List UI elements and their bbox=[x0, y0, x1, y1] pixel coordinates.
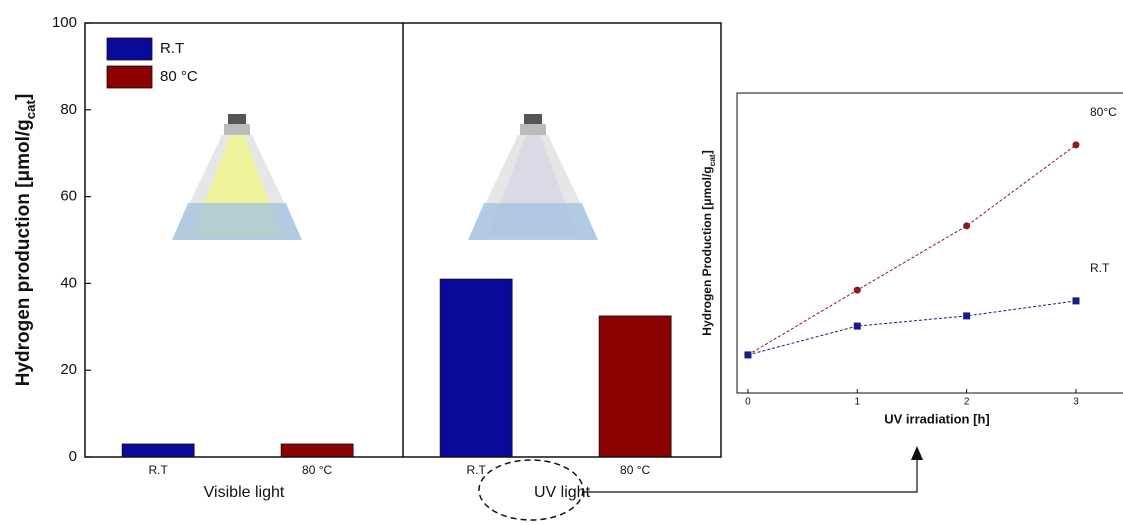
legend-swatch bbox=[106, 65, 153, 89]
legend-swatch bbox=[106, 37, 153, 61]
group-label: UV light bbox=[534, 484, 591, 501]
point bbox=[853, 286, 861, 294]
y-tick-label: 40 bbox=[60, 274, 77, 291]
plot-frame bbox=[84, 22, 722, 458]
y-axis-title-sub: cat bbox=[707, 154, 717, 166]
x-tick-label: 0 bbox=[745, 397, 751, 408]
bar bbox=[121, 443, 195, 458]
y-axis-title: Hydrogen production [μmol/gcat] bbox=[13, 94, 38, 387]
y-axis-title-part: Hydrogen Production [μmol/g bbox=[700, 166, 714, 335]
legend-label: 80 °C bbox=[160, 68, 198, 85]
y-axis-title-part: Hydrogen production [μmol/g bbox=[13, 119, 34, 386]
x-tick-label: 1 bbox=[855, 397, 861, 408]
plot-frame bbox=[736, 92, 1123, 394]
point bbox=[853, 322, 861, 330]
y-tick-label: 80 bbox=[60, 101, 77, 118]
point bbox=[744, 351, 752, 359]
x-tick-label: 2 bbox=[964, 397, 970, 408]
y-tick-label: 100 bbox=[52, 14, 77, 31]
point bbox=[1072, 297, 1080, 305]
point bbox=[963, 222, 971, 230]
series-line bbox=[747, 300, 1077, 356]
group-label: Visible light bbox=[204, 484, 285, 501]
bar bbox=[598, 315, 672, 458]
y-tick-label: 0 bbox=[69, 448, 77, 465]
y-axis-title-sub: cat bbox=[23, 99, 38, 119]
y-axis-title: Hydrogen Production [μmol/gcat] bbox=[700, 150, 717, 335]
legend-label: R.T bbox=[160, 40, 184, 57]
y-axis-title-part: ] bbox=[13, 94, 34, 100]
x-tick-label: R.T bbox=[148, 463, 168, 477]
x-tick-label: R.T bbox=[466, 463, 486, 477]
point bbox=[1072, 141, 1080, 149]
y-tick-label: 20 bbox=[60, 361, 77, 378]
y-axis-title-part: ] bbox=[700, 150, 714, 154]
series-label: 80°C bbox=[1090, 105, 1117, 119]
x-tick-label: 3 bbox=[1073, 397, 1079, 408]
series-label: R.T bbox=[1090, 261, 1110, 275]
x-tick-label: 80 °C bbox=[620, 463, 650, 477]
series-line bbox=[747, 144, 1077, 356]
point bbox=[963, 312, 971, 320]
bar bbox=[280, 443, 354, 458]
lamp-uv bbox=[468, 114, 598, 240]
y-tick-label: 60 bbox=[60, 188, 77, 205]
lamp-visible bbox=[172, 114, 302, 240]
connector bbox=[478, 446, 923, 521]
x-axis-title: UV irradiation [h] bbox=[884, 411, 989, 426]
bar bbox=[439, 278, 513, 458]
x-tick-label: 80 °C bbox=[302, 463, 332, 477]
